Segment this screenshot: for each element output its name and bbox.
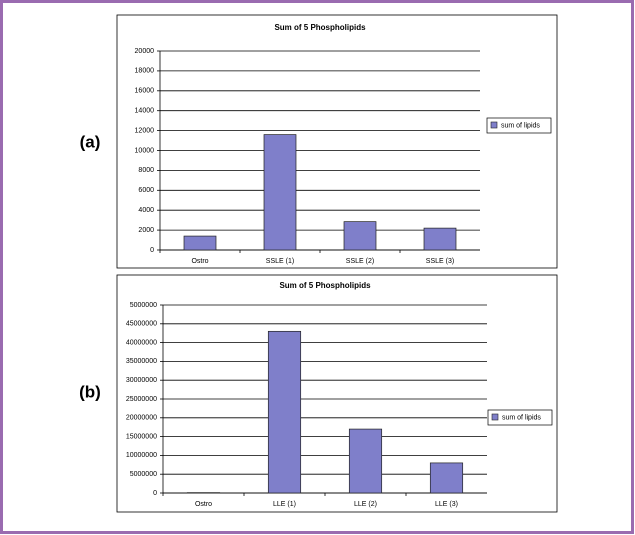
bar xyxy=(348,428,383,494)
y-tick-label: 18000 xyxy=(135,68,155,75)
bar xyxy=(429,462,464,494)
bar xyxy=(423,227,457,251)
x-tick-label: Ostro xyxy=(191,258,208,265)
x-tick-label: LLE (1) xyxy=(273,501,296,508)
y-tick-label: 25000000 xyxy=(126,396,157,403)
chart-title: Sum of 5 Phospholipids xyxy=(279,281,371,290)
y-tick-label: 12000 xyxy=(135,127,155,134)
y-tick-label: 6000 xyxy=(138,187,154,194)
chart-box xyxy=(116,274,558,513)
legend-box xyxy=(487,409,553,426)
y-tick-label: 8000 xyxy=(138,167,154,174)
bar xyxy=(267,330,302,494)
legend-swatch xyxy=(491,413,499,421)
y-tick-label: 15000000 xyxy=(126,433,157,440)
y-tick-label: 20000000 xyxy=(126,415,157,422)
y-tick-label: 16000 xyxy=(135,88,155,95)
chart-title: Sum of 5 Phospholipids xyxy=(274,23,366,32)
y-tick-label: 45000000 xyxy=(126,321,157,328)
bar xyxy=(183,235,217,251)
y-tick-label: 0 xyxy=(153,490,157,497)
x-tick-label: LLE (3) xyxy=(435,501,458,508)
y-tick-label: 5000000 xyxy=(130,302,157,309)
x-tick-label: SSLE (3) xyxy=(426,258,454,265)
panel-label: (b) xyxy=(79,382,101,401)
y-tick-label: 14000 xyxy=(135,108,155,115)
y-tick-label: 40000000 xyxy=(126,339,157,346)
bar xyxy=(343,221,377,251)
y-tick-label: 4000 xyxy=(138,207,154,214)
x-tick-label: LLE (2) xyxy=(354,501,377,508)
y-tick-label: 10000000 xyxy=(126,452,157,459)
x-tick-label: Ostro xyxy=(195,501,212,508)
y-tick-label: 20000 xyxy=(135,48,155,55)
y-tick-label: 0 xyxy=(150,247,154,254)
y-tick-label: 5000000 xyxy=(130,471,157,478)
panel-label: (a) xyxy=(80,132,101,151)
y-tick-label: 30000000 xyxy=(126,377,157,384)
legend-box xyxy=(486,117,552,134)
y-tick-label: 35000000 xyxy=(126,358,157,365)
chart-box xyxy=(116,14,558,269)
y-tick-label: 2000 xyxy=(138,227,154,234)
legend-label: sum of lipids xyxy=(501,122,540,129)
bar xyxy=(263,134,297,251)
y-tick-label: 10000 xyxy=(135,147,155,154)
x-tick-label: SSLE (1) xyxy=(266,258,294,265)
x-tick-label: SSLE (2) xyxy=(346,258,374,265)
legend-label: sum of lipids xyxy=(502,414,541,421)
legend-swatch xyxy=(490,121,498,129)
